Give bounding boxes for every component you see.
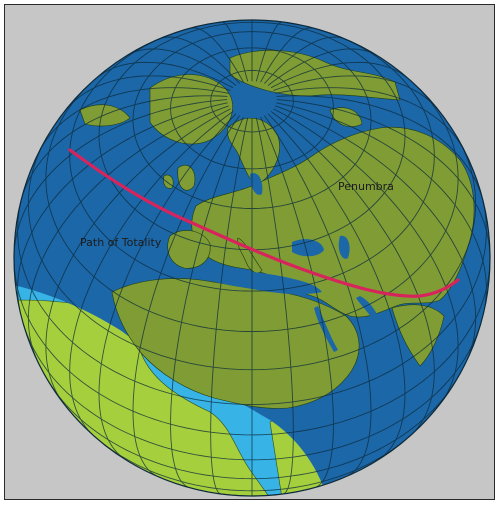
graticule-line [97, 61, 234, 89]
graticule-line [132, 115, 240, 476]
graticule-line [260, 116, 334, 489]
graticule-line [17, 102, 228, 311]
totality-path-line [68, 148, 460, 298]
graticule-line [38, 87, 229, 152]
graticule-line [210, 117, 249, 495]
graticule-line [69, 111, 234, 437]
graticule-line [158, 36, 240, 84]
totality-label: Path of Totality [80, 236, 162, 249]
graticule-line [264, 115, 372, 476]
graticule-line [22, 321, 482, 461]
graticule-line [132, 31, 372, 209]
shadow-land [79, 50, 475, 409]
graticule-line [47, 379, 457, 480]
graticule-line [98, 113, 237, 460]
graticule-line [45, 83, 459, 332]
graticule-line [270, 61, 407, 89]
graticule-line [191, 27, 244, 83]
graticule-line [210, 70, 294, 133]
graticule-line [275, 87, 466, 152]
graticule-line [66, 75, 231, 110]
graticule-line [170, 47, 334, 170]
graticule-line [275, 105, 477, 361]
graticule-line [27, 105, 229, 361]
graticule-line [264, 36, 346, 84]
graticule-line [170, 116, 244, 489]
graticule-line [270, 111, 435, 437]
graticule-line [276, 95, 484, 201]
graticule-line [20, 95, 228, 201]
graticule-line [14, 257, 490, 436]
graticule-line [276, 102, 487, 311]
graticule-line [93, 435, 411, 492]
graticule [14, 20, 490, 496]
graticule-line [260, 27, 313, 83]
graticule-line [273, 75, 438, 110]
graticule-line [255, 21, 283, 82]
penumbra-label: Penumbra [338, 180, 394, 193]
graticule-line [255, 117, 294, 495]
graticule-line [27, 141, 477, 371]
globe-outline [13, 19, 491, 497]
graticule-line [17, 200, 487, 405]
graticule-line [267, 113, 406, 460]
graticule-line [98, 21, 406, 251]
graticule-line [221, 21, 249, 82]
